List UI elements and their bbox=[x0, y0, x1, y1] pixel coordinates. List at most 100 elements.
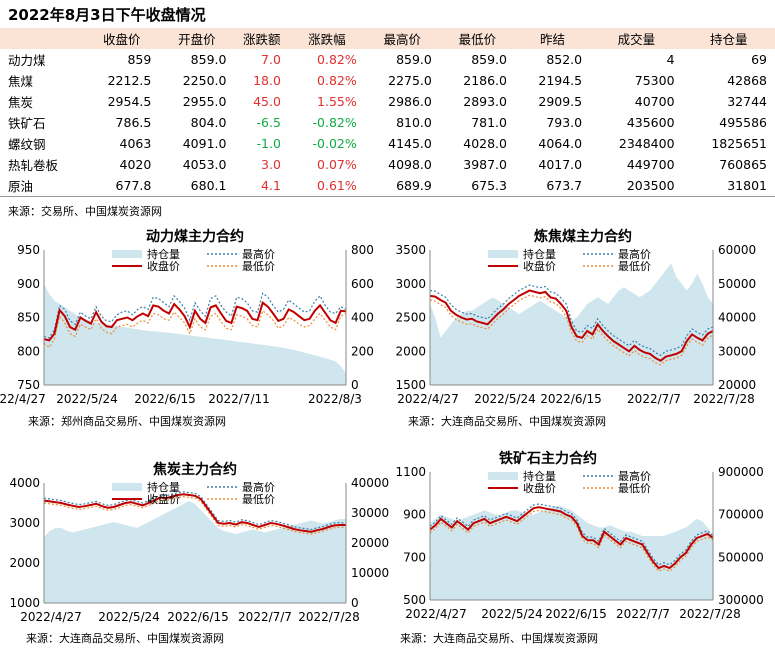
chart-title: 铁矿石主力合约 bbox=[499, 450, 597, 467]
table-cell: 2954.5 bbox=[107, 94, 152, 109]
page-title: 2022年8月3日下午收盘情况 bbox=[8, 6, 206, 24]
coke-chart: 1000200030004000010000200003000040000202… bbox=[9, 461, 389, 624]
x-tick-label: 2022/4/27 bbox=[0, 392, 46, 406]
table-cell: 680.1 bbox=[159, 175, 235, 197]
table-cell: 859.0 bbox=[190, 52, 227, 67]
table-cell: 4028.0 bbox=[463, 136, 507, 151]
legend-label: 最低价 bbox=[242, 260, 275, 273]
table-cell: 45.0 bbox=[253, 94, 281, 109]
low-price-line bbox=[429, 294, 714, 366]
open-interest-area bbox=[430, 506, 713, 600]
table-cell: 760865 bbox=[719, 157, 767, 172]
coking-coal-chart: 1500 2000 2500 3000 3500 20000 30000 40000 50000… bbox=[395, 228, 756, 406]
y2-tick-label: 400 bbox=[351, 311, 374, 325]
x-tick-label: 2022/6/15 bbox=[134, 392, 196, 406]
open-interest-area bbox=[44, 283, 346, 385]
table-cell: 203500 bbox=[590, 175, 683, 197]
table-header-cell: 最低价 bbox=[439, 28, 515, 49]
commodity-name-cell: 焦炭 bbox=[8, 95, 34, 110]
table-cell: 677.8 bbox=[84, 175, 160, 197]
low-price-line bbox=[43, 309, 347, 349]
table-cell: 4020 bbox=[119, 157, 152, 172]
chart-title: 焦炭主力合约 bbox=[152, 461, 237, 478]
y-tick-label: 750 bbox=[17, 378, 40, 392]
y2-tick-label: 0 bbox=[351, 596, 359, 610]
table-row: 热轧卷板 4020 4053.0 3.0 0.07% 4098.0 3987.0 4017.0… bbox=[0, 154, 775, 175]
legend-label: 最低价 bbox=[618, 482, 651, 495]
table-cell: 804.0 bbox=[190, 115, 227, 130]
table-header-cell: 昨结 bbox=[515, 28, 591, 49]
table-cell: 2250.0 bbox=[182, 73, 227, 88]
commodity-name-cell: 铁矿石 bbox=[8, 116, 46, 131]
legend-label: 收盘价 bbox=[523, 259, 556, 273]
close-price-line bbox=[429, 506, 714, 570]
x-tick-label: 2022/7/28 bbox=[693, 392, 755, 406]
table-source-note: 来源：交易所、中国煤炭资源网 bbox=[8, 205, 162, 218]
y2-tick-label: 10000 bbox=[351, 566, 389, 580]
table-header-cell: 最高价 bbox=[364, 28, 440, 49]
iron-ore-source: 来源：大连商品交易所、中国煤炭资源网 bbox=[400, 632, 598, 645]
x-tick-label: 2022/6/15 bbox=[545, 607, 607, 621]
legend-label: 持仓量 bbox=[523, 247, 556, 261]
table-cell: 810.0 bbox=[396, 115, 432, 130]
table-cell: -1.0 bbox=[256, 136, 281, 151]
x-tick-label: 2022/7/28 bbox=[679, 607, 741, 621]
table-cell: 793.0 bbox=[546, 115, 583, 130]
table-cell: 2348400 bbox=[618, 136, 675, 151]
legend-swatch-open-interest bbox=[112, 250, 142, 258]
table-row: 动力煤 859 859.0 7.0 0.82% 859.0 859.0 852.0 4 69 bbox=[0, 49, 775, 70]
table-cell: 435600 bbox=[626, 115, 675, 130]
table-cell: 0.07% bbox=[317, 157, 357, 172]
table-header-cell: 收盘价 bbox=[84, 28, 160, 49]
y2-tick-label: 50000 bbox=[718, 277, 756, 291]
table-row: 原油 677.8 680.1 4.1 0.61% 689.9 675.3 673.7 20350… bbox=[0, 175, 775, 197]
chart-title: 炼焦煤主力合约 bbox=[534, 228, 632, 245]
table-cell: 2893.0 bbox=[463, 94, 507, 109]
coking-coal-source: 来源：大连商品交易所、中国煤炭资源网 bbox=[408, 415, 606, 428]
y2-tick-label: 200 bbox=[351, 344, 374, 358]
table-cell: 4145.0 bbox=[388, 136, 432, 151]
legend-swatch-open-interest bbox=[112, 483, 142, 491]
y2-tick-label: 0 bbox=[351, 378, 359, 392]
x-tick-label: 2022/5/24 bbox=[481, 607, 543, 621]
table-cell: 0.82% bbox=[317, 52, 357, 67]
legend-label: 最低价 bbox=[242, 493, 275, 506]
commodity-name-cell: 热轧卷板 bbox=[8, 158, 59, 173]
high-price-line bbox=[429, 284, 714, 357]
table-cell: 40700 bbox=[634, 94, 675, 109]
table-cell: 3.0 bbox=[261, 157, 281, 172]
legend-label: 收盘价 bbox=[147, 259, 180, 273]
y-tick-label: 900 bbox=[403, 508, 426, 522]
table-cell: 859.0 bbox=[471, 52, 507, 67]
commodity-name-cell: 焦煤 bbox=[8, 74, 34, 89]
close-price-line bbox=[429, 289, 714, 362]
legend-label: 收盘价 bbox=[147, 492, 180, 506]
x-tick-label: 2022/4/27 bbox=[405, 607, 467, 621]
table-cell: 4064.0 bbox=[538, 136, 583, 151]
table-cell: 18.0 bbox=[253, 73, 281, 88]
table-cell: 4017.0 bbox=[538, 157, 583, 172]
legend-label: 最高价 bbox=[242, 247, 275, 261]
legend-label: 最高价 bbox=[618, 247, 651, 261]
low-price-line bbox=[43, 495, 347, 535]
y-tick-label: 1100 bbox=[395, 465, 426, 479]
commodity-name-cell: 动力煤 bbox=[8, 53, 46, 68]
table-cell: 75300 bbox=[634, 73, 675, 88]
legend-label: 持仓量 bbox=[147, 247, 180, 261]
legend-label: 收盘价 bbox=[523, 481, 556, 495]
y-tick-label: 2000 bbox=[9, 556, 40, 570]
x-tick-label: 2022/6/15 bbox=[540, 392, 602, 406]
table-cell: 0.82% bbox=[317, 73, 357, 88]
table-row: 焦炭 2954.5 2955.0 45.0 1.55% 2986.0 2893.0 2909.… bbox=[0, 91, 775, 112]
legend-label: 最高价 bbox=[242, 480, 275, 494]
y2-tick-label: 600 bbox=[351, 277, 374, 291]
x-tick-label: 2022/7/28 bbox=[298, 610, 360, 624]
y-tick-label: 900 bbox=[17, 277, 40, 291]
table-cell: 859 bbox=[127, 52, 152, 67]
table-header-cell: 涨跌幅 bbox=[288, 28, 365, 49]
y2-tick-label: 40000 bbox=[351, 476, 389, 490]
x-tick-label: 2022/7/7 bbox=[238, 610, 292, 624]
legend-swatch-open-interest bbox=[488, 472, 518, 480]
open-interest-area bbox=[44, 501, 346, 603]
x-tick-label: 2022/5/24 bbox=[98, 610, 160, 624]
